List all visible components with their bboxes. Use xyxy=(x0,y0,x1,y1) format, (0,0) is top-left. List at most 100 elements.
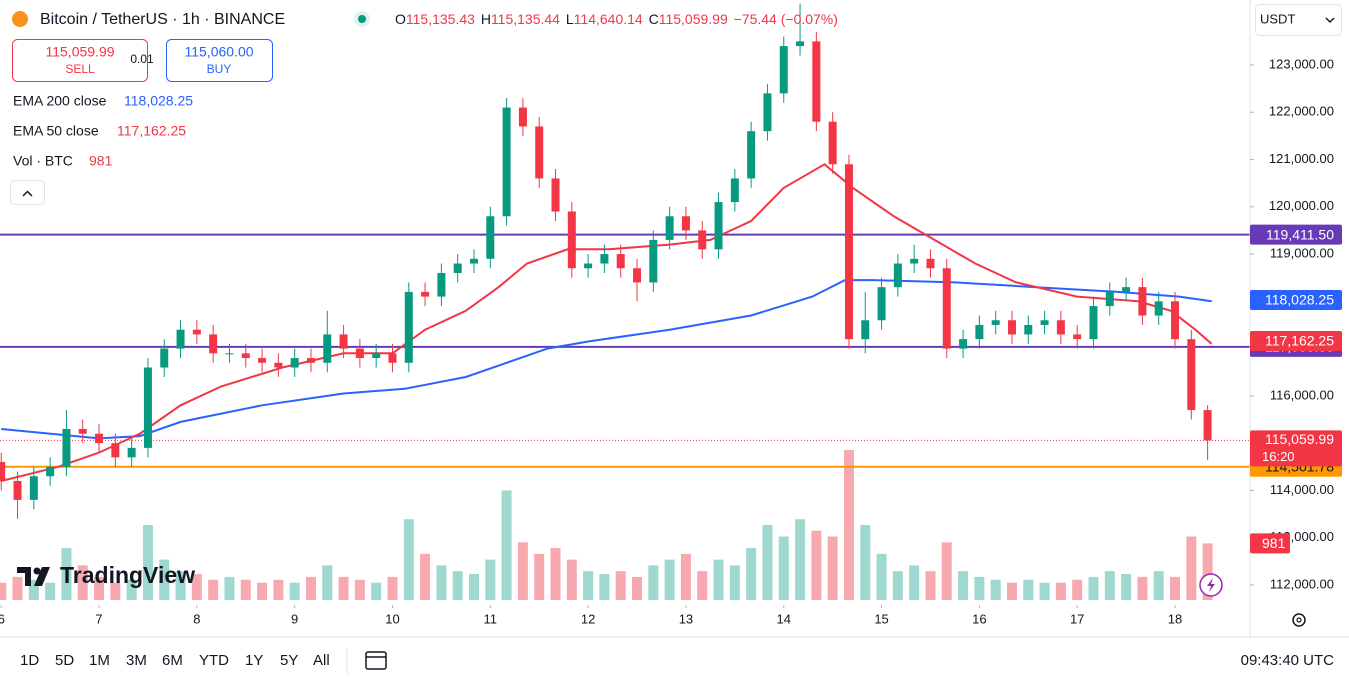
currency-dropdown[interactable] xyxy=(1255,4,1342,36)
volume-bar xyxy=(632,576,643,600)
x-tick-label: 16 xyxy=(972,611,986,626)
volume-bar xyxy=(517,542,528,600)
range-button[interactable]: 6M xyxy=(162,652,183,669)
volume-bar xyxy=(1006,582,1017,600)
candle-body xyxy=(1154,301,1163,316)
volume-bar xyxy=(240,579,251,600)
countdown: 16:20 xyxy=(1262,449,1295,464)
candle-body xyxy=(877,287,886,321)
candle-body xyxy=(13,480,22,500)
volume-bar xyxy=(28,579,39,600)
candle-body xyxy=(844,164,853,340)
candle-body xyxy=(747,131,756,179)
indicator-name[interactable]: Vol · BTC xyxy=(13,153,73,169)
range-button[interactable]: 5D xyxy=(55,652,74,669)
volume-bar xyxy=(664,559,675,600)
volume-bar xyxy=(420,553,431,600)
candle-body xyxy=(306,358,315,363)
candle-body xyxy=(160,348,169,368)
candle-body xyxy=(258,358,267,363)
volume-bar xyxy=(1186,536,1197,600)
candle-body xyxy=(828,121,837,165)
volume-bar xyxy=(1121,574,1132,600)
volume-bar xyxy=(583,571,594,600)
date-range-button[interactable] xyxy=(365,651,387,670)
candle-body xyxy=(1040,320,1049,325)
volume-bar xyxy=(778,536,789,600)
candle-body xyxy=(518,107,527,127)
volume-bar xyxy=(876,553,887,600)
symbol-title[interactable]: Bitcoin / TetherUS · 1h · BINANCE xyxy=(40,11,285,28)
x-tick-label: 9 xyxy=(291,611,298,626)
candle-body xyxy=(453,263,462,273)
candle-body xyxy=(404,291,413,363)
range-button[interactable]: 3M xyxy=(126,652,147,669)
candle-body xyxy=(274,362,283,368)
candle-body xyxy=(812,41,821,122)
level-label-box xyxy=(1250,224,1342,245)
x-tick-label: 18 xyxy=(1168,611,1182,626)
volume-bar xyxy=(1023,579,1034,600)
volume-bar xyxy=(142,525,153,600)
candle-body xyxy=(502,107,511,217)
indicator-name[interactable]: EMA 50 close xyxy=(13,123,99,139)
volume-bar xyxy=(403,519,414,600)
range-button[interactable]: 1D xyxy=(20,652,39,669)
candle-body xyxy=(1105,291,1114,307)
candle-body xyxy=(111,443,120,458)
volume-label-box xyxy=(1250,533,1290,554)
candle-body xyxy=(1187,339,1196,411)
volume-bar xyxy=(1153,571,1164,600)
ema-label: 118,028.25 xyxy=(1265,292,1334,308)
spread: 0.01 xyxy=(130,52,154,66)
sell-button[interactable] xyxy=(12,39,148,82)
volume-bar xyxy=(289,582,300,600)
candle-body xyxy=(1122,287,1131,292)
settings-button[interactable] xyxy=(1292,613,1306,627)
volume-bar xyxy=(273,579,284,600)
candle-body xyxy=(584,263,593,269)
range-button[interactable]: All xyxy=(313,652,330,669)
ohlc-value: 115,135.43 xyxy=(406,11,475,27)
candle-body xyxy=(649,239,658,283)
x-tick-label: 8 xyxy=(193,611,200,626)
x-tick-label: 14 xyxy=(777,611,791,626)
ohlc-value: 114,640.14 xyxy=(574,11,643,27)
volume-bar xyxy=(746,548,757,600)
indicator-name[interactable]: EMA 200 close xyxy=(13,93,107,109)
candle-body xyxy=(355,348,364,359)
clock: 09:43:40 UTC xyxy=(1241,652,1335,669)
candle-body xyxy=(46,466,55,477)
candle-body xyxy=(225,353,234,355)
volume-bar xyxy=(110,582,121,600)
last-price-box xyxy=(1250,430,1342,467)
volume-bar xyxy=(1039,582,1050,600)
range-button[interactable]: 5Y xyxy=(280,652,298,669)
y-tick-label: 120,000.00 xyxy=(1269,198,1334,213)
volume-bar xyxy=(485,559,496,600)
candle-body xyxy=(388,353,397,363)
volume-bar xyxy=(909,565,920,600)
candle-body xyxy=(176,329,185,349)
candle-body xyxy=(796,41,805,47)
candle-body xyxy=(975,324,984,340)
volume-bar xyxy=(338,576,349,600)
range-button[interactable]: 1Y xyxy=(245,652,263,669)
candle-body xyxy=(241,353,250,359)
buy-button[interactable] xyxy=(166,39,273,82)
candle-body xyxy=(209,334,218,354)
candle-body xyxy=(959,339,968,349)
symbol-icon xyxy=(12,11,28,27)
candle-body xyxy=(991,320,1000,325)
indicator-value: 981 xyxy=(89,153,113,169)
candle-body xyxy=(62,428,71,467)
range-button[interactable]: 1M xyxy=(89,652,110,669)
volume-bar xyxy=(77,565,88,600)
volume-bar xyxy=(958,571,969,600)
buy-price: 115,060.00 xyxy=(184,44,253,60)
x-tick-label: 11 xyxy=(484,611,498,626)
volume-bar xyxy=(305,576,316,600)
volume-bar xyxy=(599,574,610,600)
range-button[interactable]: YTD xyxy=(199,652,229,669)
x-tick-label: 10 xyxy=(385,611,399,626)
